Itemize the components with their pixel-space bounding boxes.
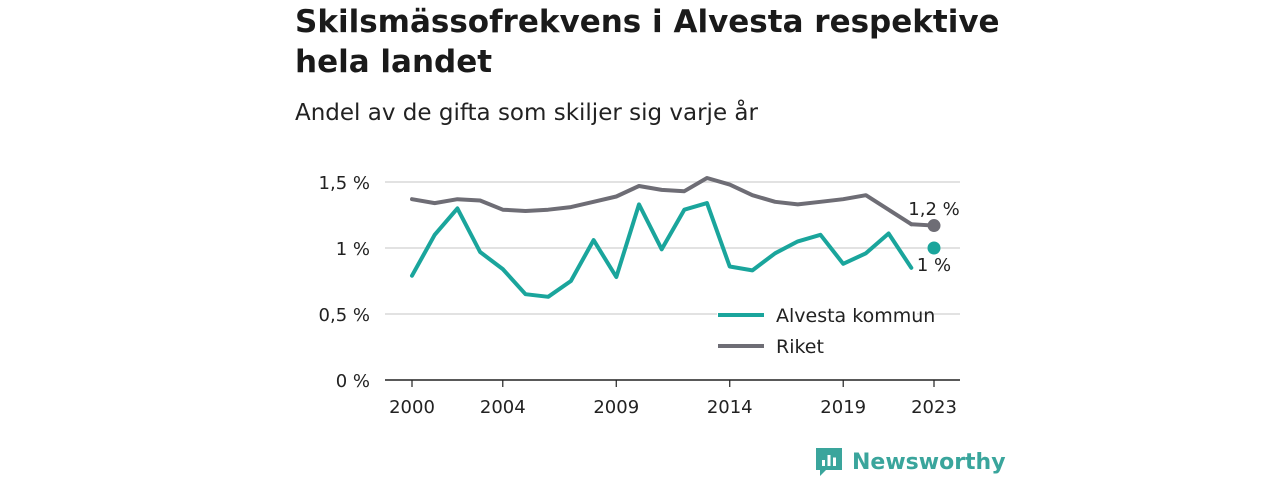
x-tick-label: 2023 xyxy=(911,397,957,418)
end-point-riket xyxy=(927,219,941,233)
x-tick-label: 2000 xyxy=(389,397,435,418)
x-tick-label: 2004 xyxy=(480,397,526,418)
x-axis: 2000 2004 2009 2014 2019 2023 xyxy=(385,379,960,418)
y-tick-label: 0 % xyxy=(336,371,370,392)
y-axis-tick-labels: 0 % 0,5 % 1 % 1,5 % xyxy=(319,173,370,392)
series-lines: 1,2 % 1 % xyxy=(410,176,960,299)
brand: Newsworthy xyxy=(814,446,1006,478)
x-tick-label: 2014 xyxy=(707,397,753,418)
brand-name: Newsworthy xyxy=(852,449,1006,475)
legend-label: Riket xyxy=(776,336,824,358)
legend-label: Alvesta kommun xyxy=(776,305,935,327)
x-tick-label: 2019 xyxy=(820,397,866,418)
chart-title: Skilsmässofrekvens i Alvesta respektive … xyxy=(295,4,1000,80)
y-tick-label: 0,5 % xyxy=(319,305,370,326)
end-label-riket: 1,2 % xyxy=(908,199,959,220)
legend: Alvesta kommun Riket xyxy=(717,305,935,364)
y-tick-label: 1,5 % xyxy=(319,173,370,194)
end-label-alvesta-kommun: 1 % xyxy=(917,255,951,276)
chart-subtitle: Andel av de gifta som skiljer sig varje … xyxy=(295,100,758,126)
newsworthy-logo-icon xyxy=(816,448,842,476)
end-point-alvesta-kommun xyxy=(927,241,941,255)
x-tick-label: 2009 xyxy=(593,397,639,418)
series-line-alvesta-kommun xyxy=(410,201,914,299)
series-line-riket xyxy=(410,176,914,227)
y-tick-label: 1 % xyxy=(336,239,370,260)
